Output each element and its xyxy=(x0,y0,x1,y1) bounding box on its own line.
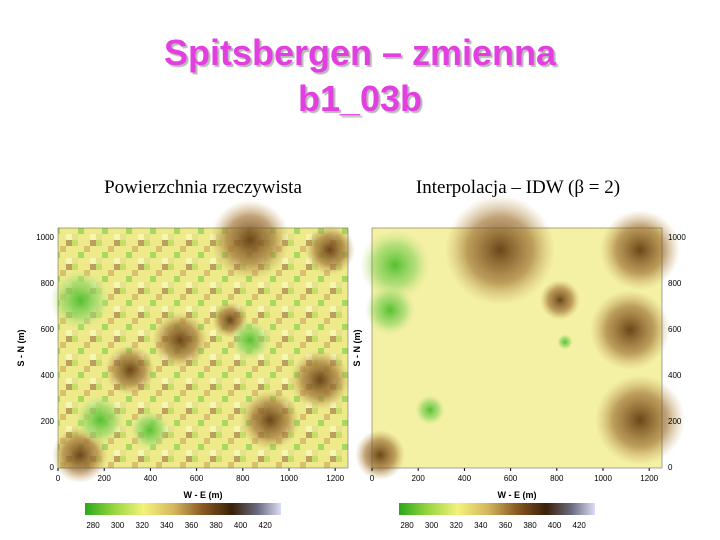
y-tick-label: 200 xyxy=(668,417,682,426)
y-tick-label: 600 xyxy=(41,325,55,334)
x-tick-label: 200 xyxy=(98,474,112,483)
colorbar-label: 300 xyxy=(425,521,439,530)
y-axis-label: S - N (m) xyxy=(16,329,26,366)
x-tick-label: 1200 xyxy=(326,474,344,483)
colorbar-label: 320 xyxy=(136,521,150,530)
raster-idw xyxy=(355,195,685,480)
y-tick-label: 800 xyxy=(668,279,682,288)
x-tick-label: 400 xyxy=(458,474,472,483)
panel-caption: Interpolacja – IDW (β = 2) xyxy=(416,177,620,198)
x-tick-label: 800 xyxy=(550,474,564,483)
slide-title: Spitsbergen – zmienna b1_03b xyxy=(163,32,557,119)
y-axis-label: S - N (m) xyxy=(352,329,362,366)
x-tick-label: 0 xyxy=(56,474,61,483)
colorbar-label: 400 xyxy=(548,521,562,530)
x-axis-label: W - E (m) xyxy=(498,490,537,500)
x-tick-label: 1000 xyxy=(280,474,298,483)
x-tick-label: 800 xyxy=(236,474,250,483)
colorbar-label: 420 xyxy=(573,521,587,530)
colorbar-label: 320 xyxy=(450,521,464,530)
y-tick-label: 400 xyxy=(668,371,682,380)
x-tick-label: 600 xyxy=(504,474,518,483)
y-tick-label: 1000 xyxy=(36,233,54,242)
y-tick-label: 200 xyxy=(41,417,55,426)
colorbar-label: 380 xyxy=(209,521,223,530)
colorbar xyxy=(85,503,281,515)
colorbar-label: 340 xyxy=(160,521,174,530)
plot-frame xyxy=(57,227,349,469)
y-tick-label: 1000 xyxy=(668,233,686,242)
x-tick-label: 200 xyxy=(412,474,426,483)
colorbar-label: 360 xyxy=(499,521,513,530)
x-tick-label: 600 xyxy=(190,474,204,483)
y-tick-label: 600 xyxy=(668,325,682,334)
x-tick-label: 1000 xyxy=(594,474,612,483)
raster-actual xyxy=(50,200,355,483)
x-tick-label: 1200 xyxy=(640,474,658,483)
panel-caption: Powierzchnia rzeczywista xyxy=(104,177,302,198)
colorbar-label: 360 xyxy=(185,521,199,530)
x-axis-label: W - E (m) xyxy=(184,490,223,500)
colorbar-label: 380 xyxy=(523,521,537,530)
y-tick-label: 800 xyxy=(41,279,55,288)
x-tick-label: 400 xyxy=(144,474,158,483)
colorbar xyxy=(399,503,595,515)
y-tick-label: 0 xyxy=(668,463,673,472)
plot-frame xyxy=(371,227,663,469)
colorbar-label: 400 xyxy=(234,521,248,530)
y-tick-label: 0 xyxy=(50,463,55,472)
colorbar-label: 420 xyxy=(259,521,273,530)
y-tick-label: 400 xyxy=(41,371,55,380)
colorbar-label: 280 xyxy=(400,521,414,530)
colorbar-label: 300 xyxy=(111,521,125,530)
colorbar-label: 340 xyxy=(474,521,488,530)
x-tick-label: 0 xyxy=(370,474,375,483)
colorbar-label: 280 xyxy=(86,521,100,530)
